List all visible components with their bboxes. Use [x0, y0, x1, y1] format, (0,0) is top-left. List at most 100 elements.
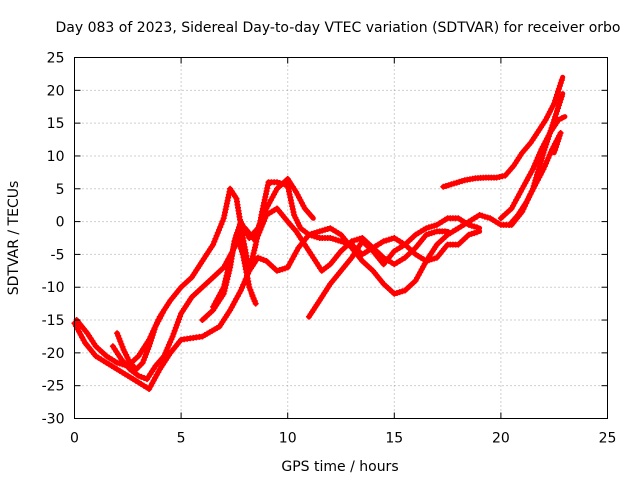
- data-point: [141, 375, 148, 381]
- data-point: [554, 108, 560, 115]
- data-point: [163, 347, 170, 354]
- y-tick-label: -20: [42, 346, 65, 362]
- data-point: [235, 237, 242, 244]
- y-tick-label: -15: [42, 313, 65, 329]
- data-point: [531, 163, 538, 170]
- data-point: [554, 91, 560, 98]
- y-tick-label: 15: [47, 116, 65, 132]
- data-point: [260, 256, 267, 263]
- data-point: [211, 238, 218, 245]
- data-point: [558, 115, 565, 122]
- data-point: [529, 166, 536, 173]
- data-point: [255, 232, 262, 239]
- data-point: [162, 350, 169, 357]
- data-point: [234, 234, 241, 241]
- data-point: [147, 337, 154, 344]
- data-point: [148, 334, 155, 341]
- data-point: [544, 157, 551, 164]
- markers-track-9: [210, 231, 259, 310]
- data-point: [249, 293, 256, 300]
- markers-track-5: [306, 215, 480, 320]
- data-point: [168, 336, 175, 343]
- data-point: [553, 144, 559, 150]
- data-point: [233, 231, 240, 238]
- y-tick-label: -25: [42, 379, 65, 395]
- data-point: [556, 82, 563, 89]
- data-point: [536, 152, 542, 158]
- data-point: [174, 319, 181, 326]
- data-point: [150, 329, 157, 336]
- data-point: [254, 254, 261, 261]
- data-point: [164, 344, 171, 351]
- data-point: [216, 227, 222, 233]
- y-tick-label: -10: [42, 280, 65, 296]
- plot-area: [71, 74, 568, 392]
- data-point: [532, 160, 539, 167]
- data-point: [554, 138, 561, 145]
- data-point: [553, 94, 560, 101]
- data-point: [147, 340, 153, 347]
- data-point: [237, 287, 244, 294]
- data-point: [543, 160, 549, 167]
- data-point: [556, 99, 563, 106]
- y-axis-title: SDTVAR / TECUs: [6, 181, 22, 296]
- data-point: [135, 372, 142, 379]
- data-point: [552, 146, 559, 153]
- data-point: [239, 284, 245, 291]
- data-point: [558, 77, 565, 84]
- data-point: [119, 343, 126, 350]
- data-point: [541, 163, 548, 170]
- data-point: [159, 309, 166, 316]
- data-point: [557, 96, 564, 103]
- data-point: [219, 218, 226, 225]
- data-point: [237, 243, 244, 249]
- data-point: [308, 212, 315, 219]
- data-point: [173, 322, 180, 328]
- data-point: [557, 80, 564, 86]
- data-point: [256, 222, 263, 229]
- data-point: [258, 216, 265, 223]
- data-point: [246, 284, 253, 291]
- grid: [74, 57, 608, 419]
- data-point: [218, 221, 225, 228]
- data-point: [169, 333, 176, 340]
- x-tick-label: 20: [492, 431, 510, 447]
- markers-track-7: [497, 115, 565, 222]
- axis-ticks: 0 5 10 15 20 25 -30 -25 -20 -15 -10 -5 0 5 10 15 20 25: [42, 51, 617, 447]
- data-point: [144, 348, 150, 355]
- data-point: [247, 262, 254, 268]
- data-point: [473, 224, 480, 231]
- data-point: [259, 213, 266, 220]
- x-axis-title: GPS time / hours: [281, 459, 398, 475]
- data-point: [262, 208, 269, 215]
- y-tick-label: 25: [47, 51, 65, 67]
- x-tick-label: 0: [70, 431, 79, 447]
- x-tick-label: 15: [385, 431, 403, 447]
- data-point: [553, 111, 560, 117]
- data-point: [555, 135, 562, 142]
- data-point: [555, 116, 562, 123]
- y-tick-label: 20: [47, 83, 65, 99]
- data-point: [545, 154, 552, 161]
- data-point: [138, 373, 145, 380]
- y-tick-label: 5: [56, 182, 65, 198]
- data-point: [177, 313, 183, 320]
- data-point: [176, 316, 182, 323]
- data-point: [555, 85, 562, 92]
- data-point: [551, 100, 558, 107]
- data-point: [220, 284, 227, 291]
- markers-track-8: [506, 130, 564, 228]
- data-point: [553, 141, 560, 148]
- data-point: [210, 241, 217, 248]
- data-point: [172, 324, 179, 331]
- chart-title: Day 083 of 2023, Sidereal Day-to-day VTE…: [56, 20, 621, 36]
- data-point: [227, 255, 234, 262]
- data-point: [555, 105, 561, 112]
- data-point: [253, 235, 260, 242]
- plot-frame: [74, 57, 608, 419]
- data-point: [214, 229, 221, 236]
- data-point: [441, 228, 448, 235]
- data-point: [537, 149, 544, 156]
- y-tick-label: 0: [56, 215, 65, 231]
